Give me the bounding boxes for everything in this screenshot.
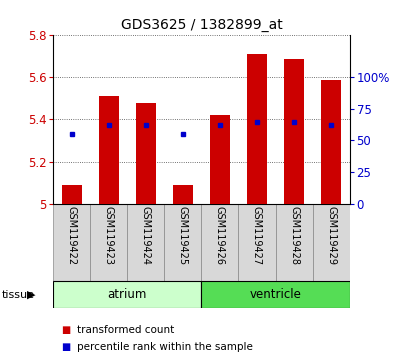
Bar: [173, 185, 193, 204]
Bar: [164, 204, 201, 281]
Text: GSM119427: GSM119427: [252, 206, 262, 265]
Bar: [53, 204, 90, 281]
Text: GSM119422: GSM119422: [67, 206, 77, 265]
Bar: [90, 204, 127, 281]
Bar: [127, 204, 164, 281]
Text: GSM119423: GSM119423: [104, 206, 114, 265]
Bar: [321, 80, 341, 204]
Text: GSM119424: GSM119424: [141, 206, 151, 265]
Bar: [53, 281, 201, 308]
Bar: [239, 204, 276, 281]
Text: GSM119425: GSM119425: [178, 206, 188, 265]
Text: atrium: atrium: [108, 288, 147, 301]
Text: GSM119428: GSM119428: [289, 206, 299, 265]
Text: ■: ■: [61, 325, 70, 335]
Text: tissue: tissue: [2, 290, 35, 300]
Bar: [201, 281, 350, 308]
Text: percentile rank within the sample: percentile rank within the sample: [77, 342, 253, 352]
Bar: [284, 58, 304, 204]
Bar: [136, 103, 156, 204]
Title: GDS3625 / 1382899_at: GDS3625 / 1382899_at: [120, 18, 282, 32]
Text: transformed count: transformed count: [77, 325, 174, 335]
Text: ventricle: ventricle: [250, 288, 301, 301]
Text: ■: ■: [61, 342, 70, 352]
Bar: [276, 204, 312, 281]
Bar: [247, 54, 267, 204]
Text: ▶: ▶: [27, 290, 36, 300]
Text: GSM119429: GSM119429: [326, 206, 336, 265]
Bar: [201, 204, 239, 281]
Text: GSM119426: GSM119426: [215, 206, 225, 265]
Bar: [312, 204, 350, 281]
Bar: [210, 115, 230, 204]
Bar: [62, 185, 82, 204]
Bar: [99, 96, 119, 204]
